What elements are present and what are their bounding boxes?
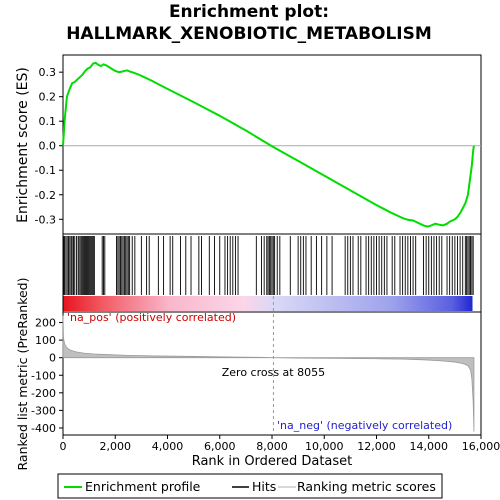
legend-box: [57, 473, 443, 499]
es-axis-label: Enrichment score (ES): [15, 67, 31, 223]
x-tick-label: 4,000: [152, 440, 184, 453]
hit-marks: [63, 236, 474, 295]
chart-title-line2: HALLMARK_XENOBIOTIC_METABOLISM: [66, 24, 432, 44]
es-y-tick-label: 0.0: [39, 140, 57, 153]
metric-y-tick-label: 0: [49, 352, 56, 365]
x-tick-label: 12,000: [357, 440, 396, 453]
es-y-tick-label: -0.1: [35, 164, 56, 177]
es-panel: [62, 54, 482, 235]
x-tick-label: 2,000: [100, 440, 132, 453]
metric-y-tick-label: -300: [31, 404, 56, 417]
es-y-tick-label: -0.3: [35, 213, 56, 226]
x-axis-label: Rank in Ordered Dataset: [192, 454, 353, 469]
metric-y-tick-label: 200: [35, 317, 56, 330]
chart-title-line1: Enrichment plot:: [169, 2, 329, 22]
metric-y-ticks: -400 -300 -200 -100 0 100 200: [31, 317, 63, 435]
x-ticks: 0 2,000 4,000 6,000 8,000 10,000 12,000 14,000 1…: [60, 435, 500, 453]
metric-y-tick-label: 100: [35, 334, 56, 347]
zero-cross-label: Zero cross at 8055: [222, 366, 325, 379]
legend-es-label: Enrichment profile: [85, 479, 201, 494]
x-tick-label: 0: [60, 440, 67, 453]
ranking-metric-area: [62, 315, 475, 432]
metric-y-tick-label: -400: [31, 422, 56, 435]
es-y-ticks: -0.3 -0.2 -0.1 0.0 0.1 0.2 0.3: [35, 66, 63, 226]
legend-hits-label: Hits: [252, 479, 276, 494]
es-y-tick-label: 0.3: [39, 66, 57, 79]
x-tick-label: 6,000: [204, 440, 236, 453]
positive-correlation-label: 'na_pos' (positively correlated): [67, 311, 236, 324]
es-y-tick-label: 0.1: [39, 115, 57, 128]
metric-axis-label: Ranked list metric (PreRanked): [15, 278, 30, 471]
metric-y-tick-label: -100: [31, 369, 56, 382]
es-y-tick-label: -0.2: [35, 189, 56, 202]
es-y-tick-label: 0.2: [39, 91, 57, 104]
rank-color-bar: [63, 296, 473, 311]
metric-y-tick-label: -200: [31, 387, 56, 400]
x-tick-label: 16,000: [462, 440, 500, 453]
x-tick-label: 8,000: [256, 440, 288, 453]
legend-metric-label: Ranking metric scores: [297, 479, 436, 494]
negative-correlation-label: 'na_neg' (negatively correlated): [277, 419, 452, 432]
enrichment-profile-line: [62, 61, 475, 228]
x-tick-label: 14,000: [410, 440, 449, 453]
x-tick-label: 10,000: [305, 440, 344, 453]
